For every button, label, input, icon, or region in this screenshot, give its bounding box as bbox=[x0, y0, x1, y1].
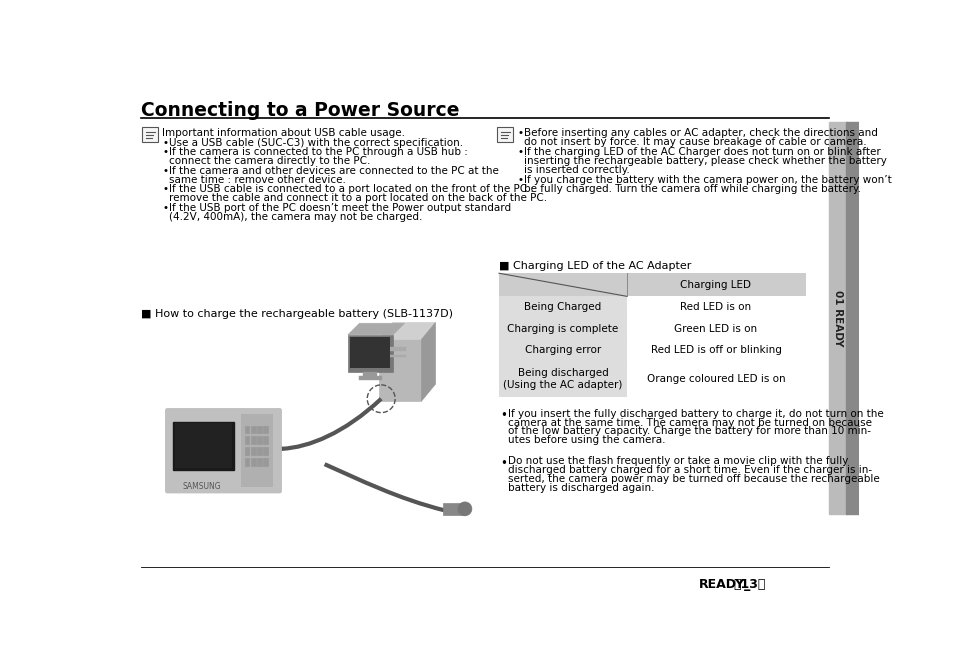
Bar bbox=[257, 436, 261, 444]
Text: Being Charged: Being Charged bbox=[524, 302, 601, 312]
Text: Charging is complete: Charging is complete bbox=[507, 323, 618, 334]
Bar bbox=[378, 339, 421, 401]
Bar bbox=[257, 426, 261, 434]
Text: READY_: READY_ bbox=[699, 578, 751, 591]
Text: •: • bbox=[517, 147, 523, 157]
Text: connect the camera directly to the PC.: connect the camera directly to the PC. bbox=[169, 156, 370, 166]
Bar bbox=[348, 335, 393, 372]
Bar bbox=[251, 458, 255, 466]
Bar bbox=[626, 339, 804, 361]
Text: •: • bbox=[162, 147, 169, 157]
Text: serted, the camera power may be turned off because the rechargeable: serted, the camera power may be turned o… bbox=[508, 474, 879, 484]
Text: camera at the same time. The camera may not be turned on because: camera at the same time. The camera may … bbox=[508, 418, 871, 428]
Text: battery is discharged again.: battery is discharged again. bbox=[508, 483, 654, 493]
Bar bbox=[626, 318, 804, 339]
Bar bbox=[498, 339, 626, 361]
Bar bbox=[497, 127, 513, 143]
Text: do not insert by force. It may cause breakage of cable or camera.: do not insert by force. It may cause bre… bbox=[523, 137, 865, 147]
Bar bbox=[263, 426, 268, 434]
Bar bbox=[257, 458, 261, 466]
Text: Red LED is off or blinking: Red LED is off or blinking bbox=[650, 345, 781, 355]
Bar bbox=[443, 503, 464, 515]
Text: 01 READY: 01 READY bbox=[833, 290, 842, 346]
Text: If the USB port of the PC doesn’t meet the Power output standard: If the USB port of the PC doesn’t meet t… bbox=[169, 203, 511, 213]
Bar bbox=[382, 361, 389, 367]
Text: SAMSUNG: SAMSUNG bbox=[183, 482, 221, 491]
Bar bbox=[245, 436, 249, 444]
Text: Do not use the flash frequently or take a movie clip with the fully: Do not use the flash frequently or take … bbox=[508, 457, 848, 467]
Bar bbox=[828, 121, 847, 514]
Text: ■ How to charge the rechargeable battery (SLB-1137D): ■ How to charge the rechargeable battery… bbox=[141, 309, 453, 319]
Text: •: • bbox=[162, 203, 169, 213]
Text: If you insert the fully discharged battery to charge it, do not turn on the: If you insert the fully discharged batte… bbox=[508, 409, 883, 418]
Text: •: • bbox=[500, 409, 507, 422]
Bar bbox=[350, 337, 390, 368]
Bar bbox=[174, 424, 233, 468]
Bar bbox=[245, 447, 249, 455]
Polygon shape bbox=[378, 323, 435, 339]
Text: remove the cable and connect it to a port located on the back of the PC.: remove the cable and connect it to a por… bbox=[169, 193, 546, 203]
Text: ■ Charging LED of the AC Adapter: ■ Charging LED of the AC Adapter bbox=[498, 261, 691, 271]
Text: same time : remove other device.: same time : remove other device. bbox=[169, 175, 345, 185]
FancyBboxPatch shape bbox=[166, 409, 281, 492]
Bar bbox=[263, 458, 268, 466]
Text: If the camera is connected to the PC through a USB hub :: If the camera is connected to the PC thr… bbox=[169, 147, 467, 157]
Bar bbox=[245, 458, 249, 466]
Bar bbox=[498, 296, 626, 318]
Bar bbox=[382, 355, 406, 357]
Text: •: • bbox=[162, 184, 169, 194]
Bar bbox=[173, 422, 233, 470]
Text: If the USB cable is connected to a port located on the front of the PC :: If the USB cable is connected to a port … bbox=[169, 184, 534, 194]
Bar bbox=[142, 127, 158, 143]
Bar bbox=[626, 296, 804, 318]
Bar bbox=[245, 426, 249, 434]
Text: •: • bbox=[162, 166, 169, 176]
Text: Use a USB cable (SUC-C3) with the correct specification.: Use a USB cable (SUC-C3) with the correc… bbox=[169, 138, 462, 148]
Text: If the charging LED of the AC Charger does not turn on or blink after: If the charging LED of the AC Charger do… bbox=[523, 147, 880, 157]
Polygon shape bbox=[348, 323, 404, 335]
Text: Green LED is on: Green LED is on bbox=[674, 323, 757, 334]
Text: 〓13〉: 〓13〉 bbox=[733, 578, 765, 591]
Text: Connecting to a Power Source: Connecting to a Power Source bbox=[141, 101, 459, 119]
Circle shape bbox=[457, 502, 472, 516]
Text: •: • bbox=[517, 128, 523, 138]
Text: is inserted correctly.: is inserted correctly. bbox=[523, 165, 629, 175]
Polygon shape bbox=[421, 323, 435, 401]
Bar bbox=[845, 121, 858, 514]
Text: inserting the rechargeable battery, please check whether the battery: inserting the rechargeable battery, plea… bbox=[523, 156, 885, 166]
Text: •: • bbox=[500, 457, 507, 469]
Text: Red LED is on: Red LED is on bbox=[679, 302, 751, 312]
Bar bbox=[498, 273, 804, 296]
Text: be fully charged. Turn the camera off while charging the battery.: be fully charged. Turn the camera off wh… bbox=[523, 184, 860, 194]
Bar bbox=[251, 426, 255, 434]
Text: of the low battery capacity. Charge the battery for more than 10 min-: of the low battery capacity. Charge the … bbox=[508, 426, 870, 436]
Text: •: • bbox=[162, 138, 169, 148]
Text: Orange coloured LED is on: Orange coloured LED is on bbox=[646, 374, 784, 383]
Text: •: • bbox=[517, 175, 523, 185]
Bar bbox=[626, 361, 804, 397]
Text: Important information about USB cable usage.: Important information about USB cable us… bbox=[162, 128, 404, 138]
Text: (4.2V, 400mA), the camera may not be charged.: (4.2V, 400mA), the camera may not be cha… bbox=[169, 212, 422, 222]
Text: If the camera and other devices are connected to the PC at the: If the camera and other devices are conn… bbox=[169, 166, 498, 176]
Text: discharged battery charged for a short time. Even if the charger is in-: discharged battery charged for a short t… bbox=[508, 465, 871, 475]
Bar bbox=[358, 376, 381, 380]
Bar bbox=[498, 361, 626, 397]
Text: If you charge the battery with the camera power on, the battery won’t: If you charge the battery with the camer… bbox=[523, 175, 891, 185]
Text: Being discharged
(Using the AC adapter): Being discharged (Using the AC adapter) bbox=[503, 368, 622, 389]
Bar bbox=[382, 347, 406, 351]
Bar bbox=[241, 414, 274, 487]
Bar bbox=[251, 436, 255, 444]
Bar bbox=[263, 447, 268, 455]
Text: Before inserting any cables or AC adapter, check the directions and: Before inserting any cables or AC adapte… bbox=[523, 128, 877, 138]
Bar bbox=[498, 318, 626, 339]
Text: Charging error: Charging error bbox=[524, 345, 600, 355]
Bar bbox=[257, 447, 261, 455]
Text: Charging LED: Charging LED bbox=[679, 280, 751, 290]
Bar bbox=[263, 436, 268, 444]
Bar bbox=[251, 447, 255, 455]
Bar bbox=[363, 372, 377, 376]
Text: utes before using the camera.: utes before using the camera. bbox=[508, 436, 665, 446]
